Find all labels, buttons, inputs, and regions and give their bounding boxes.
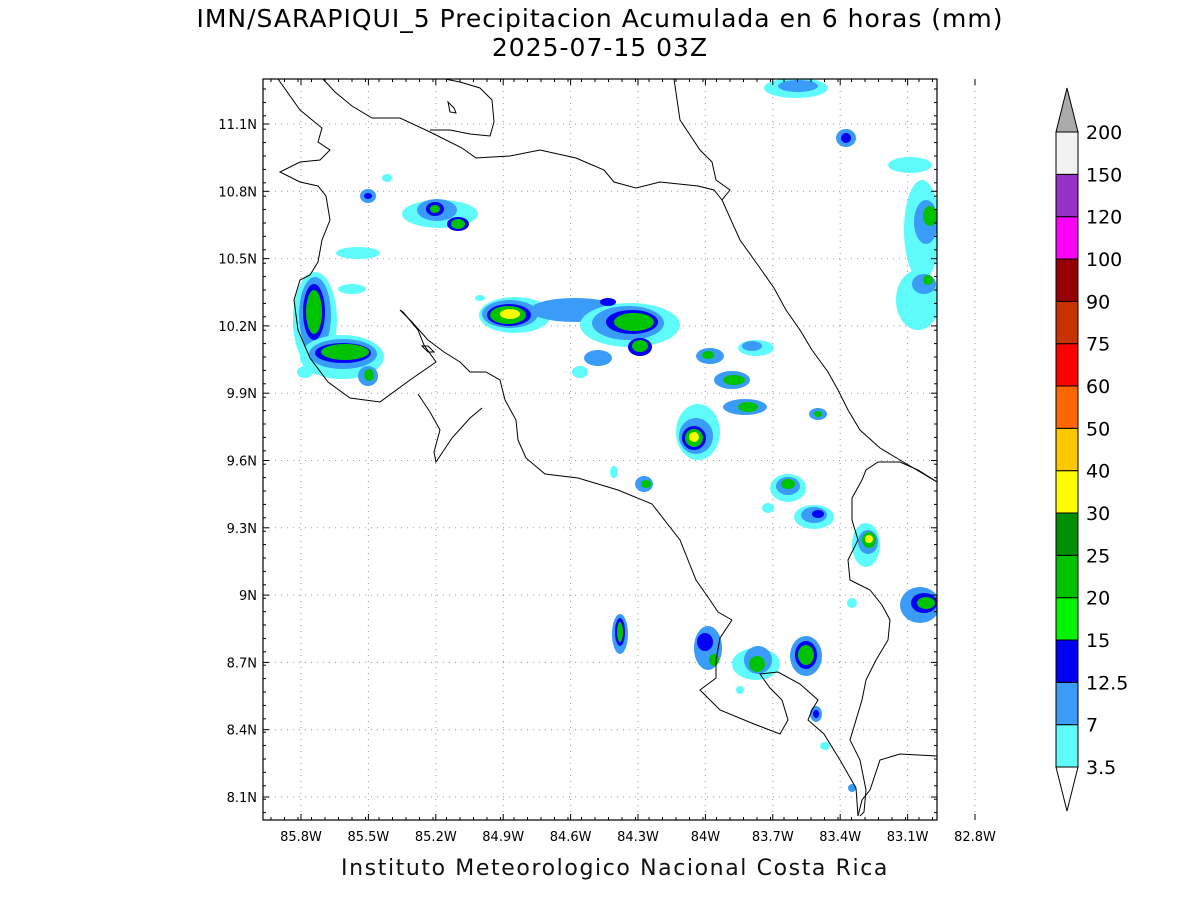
legend-swatch	[1055, 470, 1079, 514]
legend-label: 3.5	[1086, 757, 1116, 779]
lake-shore	[430, 79, 495, 137]
legend-label: 7	[1086, 715, 1098, 737]
legend-swatch	[1055, 554, 1079, 599]
precip-cell-nicoya-south	[297, 335, 384, 386]
legend-label: 20	[1086, 588, 1110, 610]
legend-label: 75	[1086, 334, 1110, 356]
latitude-tick-label: 9.6N	[227, 455, 257, 470]
title-line-1: IMN/SARAPIQUI_5 Precipitacion Acumulada …	[196, 4, 1004, 33]
longitude-tick-label: 83.4W	[819, 830, 861, 845]
legend-label: 60	[1086, 376, 1110, 398]
legend-label: 90	[1086, 291, 1110, 313]
legend-swatch	[1055, 385, 1079, 429]
legend-label: 12.5	[1086, 672, 1128, 694]
longitude-tick-label: 85.2W	[415, 830, 457, 845]
legend-swatch	[1055, 639, 1079, 683]
panama-border	[847, 461, 937, 817]
map-frame-background	[263, 79, 937, 820]
precip-cell-caribbean-plains	[676, 79, 856, 460]
northern-border	[322, 79, 723, 201]
latitude-tick-label: 9.3N	[227, 522, 257, 537]
latitude-tick-label: 9N	[239, 589, 257, 604]
legend-label: 40	[1086, 461, 1110, 483]
precip-cell-east-coast	[888, 157, 937, 330]
longitude-labels: 85.8W 85.5W 85.2W 84.9W 84.6W 84.3W 84W 83.7W 83…	[270, 79, 996, 845]
latitude-tick-label: 9.9N	[227, 387, 257, 402]
legend-label: 100	[1086, 249, 1122, 271]
color-legend: 3.5 7 12.5 15 20 25 30 40 50 60 75 90 100 120 150 200	[1055, 87, 1128, 812]
latitude-tick-label: 10.2N	[218, 320, 257, 335]
latitude-labels: 11.1N 10.8N 10.5N 10.2N 9.9N 9.6N 9.3N 9N 8.7N 8.…	[218, 88, 937, 814]
longitude-tick-label: 84.6W	[550, 830, 592, 845]
precip-cell-osa	[612, 614, 856, 792]
legend-label: 25	[1086, 545, 1110, 567]
latitude-tick-label: 11.1N	[218, 118, 257, 133]
pacific-south-coast	[699, 619, 859, 817]
legend-swatch	[1055, 216, 1079, 260]
legend-arrow-top	[1055, 87, 1079, 133]
burica-coast	[857, 753, 937, 817]
nicoya-gulf	[399, 309, 733, 621]
nicoya-peninsula-inner	[417, 393, 483, 464]
precip-cell-central-north	[475, 295, 680, 378]
legend-label: 150	[1086, 164, 1122, 186]
legend-swatch	[1055, 300, 1079, 345]
coastline	[277, 79, 937, 817]
legend-swatch	[1055, 597, 1079, 641]
title-line-2: 2025-07-15 03Z	[491, 33, 709, 62]
longitude-tick-label: 84.9W	[482, 830, 524, 845]
legend-swatch	[1055, 343, 1079, 387]
longitude-tick-label: 84W	[691, 830, 721, 845]
gulf-island	[420, 345, 436, 353]
small-island	[447, 100, 457, 114]
latitude-tick-label: 8.1N	[227, 791, 257, 806]
legend-label: 30	[1086, 503, 1110, 525]
longitude-tick-label: 84.3W	[617, 830, 659, 845]
legend-swatch	[1055, 512, 1079, 556]
nicaragua-border-lake	[277, 79, 437, 403]
legend-swatch	[1055, 724, 1079, 768]
legend-swatch	[1055, 258, 1079, 302]
legend-label: 200	[1086, 122, 1122, 144]
legend-swatch	[1055, 131, 1079, 175]
legend-label: 120	[1086, 207, 1122, 229]
legend-swatch	[1055, 427, 1079, 472]
legend-label: 50	[1086, 418, 1110, 440]
latitude-tick-label: 10.8N	[218, 185, 257, 200]
latitude-tick-label: 8.7N	[227, 656, 257, 671]
caribbean-coast	[673, 79, 937, 483]
longitude-tick-label: 83.7W	[752, 830, 794, 845]
longitude-tick-label: 83.1W	[887, 830, 929, 845]
longitude-tick-label: 82.8W	[954, 830, 996, 845]
precip-cell-talamanca	[610, 466, 937, 623]
latitude-tick-label: 8.4N	[227, 724, 257, 739]
map-frame	[262, 78, 938, 821]
footer-credit: Instituto Meteorologico Nacional Costa R…	[341, 856, 889, 881]
legend-swatch	[1055, 681, 1079, 726]
longitude-tick-label: 85.8W	[280, 830, 322, 845]
legend-swatch	[1055, 173, 1079, 218]
latitude-tick-label: 10.5N	[218, 253, 257, 268]
legend-label: 15	[1086, 630, 1110, 652]
longitude-tick-label: 85.5W	[347, 830, 389, 845]
legend-arrow-bottom	[1055, 766, 1079, 812]
precip-cell-guanacaste	[336, 174, 478, 294]
